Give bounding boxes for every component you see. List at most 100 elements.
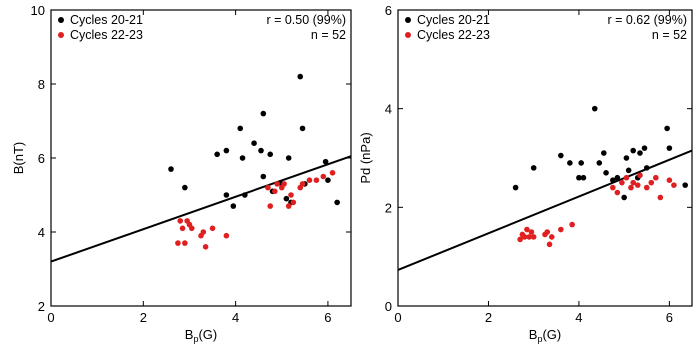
data-point: [182, 184, 188, 191]
data-point: [267, 203, 274, 209]
data-point: [223, 147, 230, 154]
data-point: [175, 240, 181, 246]
data-point: [322, 158, 329, 165]
data-point: [637, 172, 643, 179]
regression-line: [51, 155, 351, 263]
data-point: [548, 234, 555, 240]
data-point: [619, 179, 625, 186]
data-point: [569, 221, 575, 228]
data-point: [601, 150, 607, 156]
x-tick-label: 4: [232, 310, 239, 325]
data-point: [202, 244, 209, 250]
data-point: [630, 179, 636, 186]
data-point: [200, 229, 207, 235]
y-tick-label: 6: [38, 151, 45, 166]
data-point: [524, 226, 530, 233]
data-point: [188, 225, 195, 232]
y-tick-label: 4: [38, 225, 45, 240]
data-point: [182, 240, 188, 246]
data-point: [526, 234, 532, 240]
data-point: [567, 160, 573, 166]
x-axis-label: Bp(G): [185, 327, 217, 344]
x-tick-label: 0: [47, 310, 54, 325]
data-point: [297, 73, 304, 80]
data-point: [614, 189, 621, 196]
data-point: [671, 182, 677, 188]
data-point: [329, 170, 336, 176]
data-point: [517, 236, 523, 243]
data-point: [237, 125, 244, 132]
x-tick-label: 6: [666, 310, 673, 325]
data-point: [628, 184, 634, 191]
data-point: [521, 234, 528, 240]
data-point: [179, 225, 186, 232]
y-tick-label: 10: [31, 3, 45, 18]
series-2: [175, 170, 336, 250]
data-point: [265, 184, 271, 191]
data-point: [223, 232, 230, 239]
correlation-label: r = 0.62 (99%): [607, 13, 687, 27]
y-tick-label: 2: [385, 200, 392, 215]
data-point: [558, 226, 564, 233]
data-point: [637, 150, 643, 156]
data-point: [281, 181, 287, 187]
data-point: [251, 140, 257, 146]
data-point: [643, 165, 650, 171]
data-point: [576, 174, 582, 181]
data-point: [288, 192, 294, 198]
data-point: [528, 229, 535, 235]
regression-line: [398, 149, 692, 271]
data-point: [223, 192, 230, 198]
legend-marker: [58, 17, 64, 23]
legend-marker: [58, 32, 64, 38]
data-point: [544, 229, 551, 235]
x-tick-label: 0: [394, 310, 401, 325]
data-point: [230, 203, 237, 209]
x-tick-label: 2: [140, 310, 147, 325]
data-point: [168, 166, 174, 172]
data-point: [653, 174, 659, 181]
series-1: [168, 73, 340, 209]
data-point: [285, 203, 292, 209]
data-point: [546, 241, 553, 248]
legend-label: Cycles 22-23: [70, 28, 143, 42]
series-1: [512, 105, 689, 201]
data-point: [603, 170, 609, 176]
data-point: [623, 174, 630, 181]
data-point: [299, 181, 306, 187]
data-point: [267, 151, 274, 158]
legend-label: Cycles 20-21: [417, 13, 490, 27]
legend-marker: [405, 32, 411, 38]
correlation-label: r = 0.50 (99%): [266, 13, 346, 27]
data-point: [283, 195, 290, 202]
data-point: [242, 192, 248, 198]
data-point: [512, 184, 519, 191]
data-point: [260, 110, 267, 117]
data-point: [258, 147, 264, 154]
legend-marker: [405, 17, 411, 23]
data-point: [320, 173, 327, 180]
data-point: [239, 155, 246, 161]
data-point: [580, 174, 587, 181]
data-point: [621, 194, 627, 201]
x-axis-label: Bp(G): [529, 327, 561, 344]
data-point: [313, 177, 320, 183]
data-point: [290, 199, 297, 206]
y-tick-label: 2: [38, 299, 45, 314]
data-point: [272, 188, 278, 195]
data-point: [334, 199, 340, 206]
data-point: [177, 218, 184, 224]
data-point: [578, 160, 584, 166]
data-point: [623, 155, 630, 161]
data-point: [260, 173, 267, 180]
data-point: [558, 152, 564, 159]
data-point: [285, 155, 292, 161]
data-point: [666, 177, 673, 183]
data-point: [682, 182, 689, 188]
data-point: [274, 181, 280, 187]
data-point: [641, 145, 648, 151]
y-tick-label: 6: [385, 3, 392, 18]
chart-panel-2: 0 2 4 6 0 2 4 6 Bp(G) Pd (nPa) Cycles 20-21Cycles …: [358, 3, 693, 344]
data-point: [209, 225, 216, 232]
